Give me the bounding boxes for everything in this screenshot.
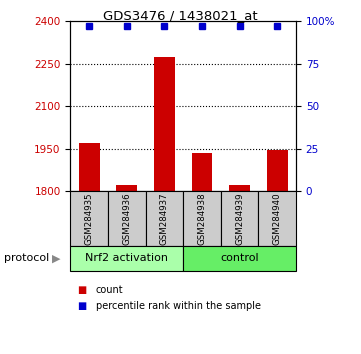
Bar [192,153,212,191]
FancyBboxPatch shape [70,246,183,271]
FancyBboxPatch shape [183,191,221,246]
FancyBboxPatch shape [145,191,183,246]
Text: GDS3476 / 1438021_at: GDS3476 / 1438021_at [103,9,258,22]
Text: protocol: protocol [4,253,49,263]
Text: count: count [96,285,123,295]
Text: ■: ■ [78,301,87,311]
Text: GSM284939: GSM284939 [235,192,244,245]
FancyBboxPatch shape [258,191,296,246]
Text: GSM284938: GSM284938 [197,192,206,245]
FancyBboxPatch shape [108,191,145,246]
Bar [154,57,175,191]
Bar [117,185,137,191]
Bar [267,150,288,191]
Text: GSM284940: GSM284940 [273,192,282,245]
Text: GSM284935: GSM284935 [85,192,94,245]
Text: percentile rank within the sample: percentile rank within the sample [96,301,261,311]
Text: Nrf2 activation: Nrf2 activation [85,253,168,263]
Text: GSM284936: GSM284936 [122,192,131,245]
FancyBboxPatch shape [183,246,296,271]
Text: GSM284937: GSM284937 [160,192,169,245]
Bar [229,185,250,191]
FancyBboxPatch shape [221,191,258,246]
Text: ■: ■ [78,285,87,295]
Text: ▶: ▶ [52,253,60,263]
Text: control: control [220,253,259,263]
FancyBboxPatch shape [70,191,108,246]
Bar [79,143,100,191]
